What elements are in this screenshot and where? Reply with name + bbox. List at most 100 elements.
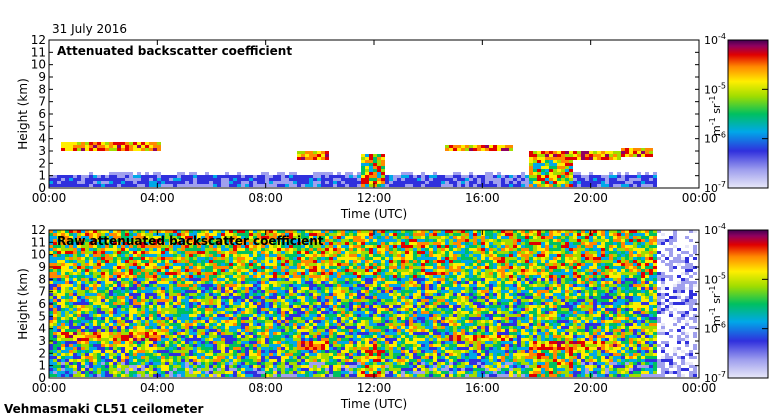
heatmap-cell <box>221 275 225 278</box>
heatmap-cell <box>153 245 157 248</box>
heatmap-cell <box>529 172 533 175</box>
heatmap-cell <box>337 296 341 299</box>
heatmap-cell <box>261 341 265 344</box>
heatmap-cell <box>165 350 169 353</box>
heatmap-cell <box>297 254 301 257</box>
heatmap-cell <box>113 353 117 356</box>
heatmap-cell <box>201 338 205 341</box>
heatmap-cell <box>253 329 257 332</box>
heatmap-cell <box>341 233 345 236</box>
heatmap-cell <box>233 362 237 365</box>
heatmap-cell <box>157 239 161 242</box>
heatmap-cell <box>253 260 257 263</box>
heatmap-cell <box>181 359 185 362</box>
heatmap-cell <box>97 239 101 242</box>
heatmap-cell <box>353 347 357 350</box>
heatmap-cell <box>645 178 649 181</box>
heatmap-cell <box>121 323 125 326</box>
heatmap-cell <box>189 374 193 377</box>
heatmap-cell <box>325 287 329 290</box>
heatmap-cell <box>269 266 273 269</box>
heatmap-cell <box>165 184 169 187</box>
heatmap-cell <box>161 329 165 332</box>
heatmap-cell <box>145 335 149 338</box>
heatmap-cell <box>305 338 309 341</box>
heatmap-cell <box>549 169 553 172</box>
heatmap-cell <box>537 178 541 181</box>
heatmap-cell <box>317 359 321 362</box>
heatmap-cell <box>361 311 365 314</box>
heatmap-cell <box>109 178 113 181</box>
heatmap-cell <box>277 305 281 308</box>
heatmap-cell <box>349 175 353 178</box>
heatmap-cell <box>329 359 333 362</box>
heatmap-cell <box>385 181 389 184</box>
heatmap-cell <box>341 374 345 377</box>
heatmap-cell <box>361 160 365 163</box>
heatmap-cell <box>321 281 325 284</box>
heatmap-cell <box>325 248 329 251</box>
heatmap-cell <box>461 148 465 151</box>
heatmap-cell <box>57 242 61 245</box>
heatmap-cell <box>489 145 493 148</box>
heatmap-cell <box>229 184 233 187</box>
heatmap-cell <box>129 278 133 281</box>
heatmap-cell <box>241 230 245 233</box>
heatmap-cell <box>97 281 101 284</box>
heatmap-cell <box>193 242 197 245</box>
heatmap-cell <box>117 317 121 320</box>
heatmap-cell <box>493 184 497 187</box>
heatmap-cell <box>101 184 105 187</box>
heatmap-cell <box>153 184 157 187</box>
heatmap-cell <box>253 323 257 326</box>
heatmap-cell <box>77 335 81 338</box>
heatmap-cell <box>137 278 141 281</box>
heatmap-cell <box>57 362 61 365</box>
heatmap-cell <box>345 272 349 275</box>
heatmap-cell <box>245 184 249 187</box>
heatmap-cell <box>341 320 345 323</box>
heatmap-cell <box>313 151 317 154</box>
heatmap-cell <box>369 257 373 260</box>
heatmap-cell <box>165 299 169 302</box>
heatmap-cell <box>77 353 81 356</box>
heatmap-cell <box>333 239 337 242</box>
heatmap-cell <box>629 175 633 178</box>
heatmap-cell <box>321 251 325 254</box>
heatmap-cell <box>117 299 121 302</box>
heatmap-cell <box>141 269 145 272</box>
heatmap-cell <box>221 263 225 266</box>
heatmap-cell <box>433 184 437 187</box>
heatmap-cell <box>201 323 205 326</box>
heatmap-cell <box>117 175 121 178</box>
heatmap-cell <box>313 172 317 175</box>
heatmap-cell <box>337 368 341 371</box>
heatmap-cell <box>233 371 237 374</box>
heatmap-cell <box>109 269 113 272</box>
heatmap-cell <box>369 287 373 290</box>
heatmap-cell <box>273 284 277 287</box>
heatmap-cell <box>205 299 209 302</box>
heatmap-cell <box>145 305 149 308</box>
heatmap-cell <box>69 368 73 371</box>
heatmap-cell <box>289 335 293 338</box>
heatmap-cell <box>105 359 109 362</box>
heatmap-cell <box>65 263 69 266</box>
heatmap-cell <box>173 275 177 278</box>
heatmap-cell <box>569 175 573 178</box>
heatmap-cell <box>89 344 93 347</box>
heatmap-cell <box>121 266 125 269</box>
heatmap-cell <box>161 287 165 290</box>
heatmap-cell <box>89 242 93 245</box>
heatmap-cell <box>245 326 249 329</box>
heatmap-cell <box>317 311 321 314</box>
heatmap-cell <box>261 284 265 287</box>
heatmap-cell <box>105 175 109 178</box>
heatmap-cell <box>301 338 305 341</box>
heatmap-cell <box>277 326 281 329</box>
heatmap-cell <box>625 172 629 175</box>
heatmap-cell <box>101 353 105 356</box>
heatmap-cell <box>77 296 81 299</box>
heatmap-cell <box>49 181 53 184</box>
heatmap-cell <box>85 184 89 187</box>
